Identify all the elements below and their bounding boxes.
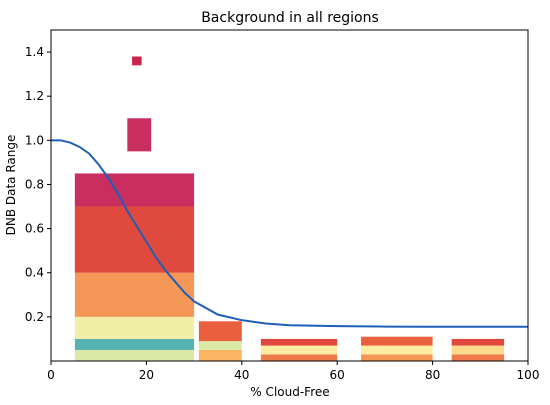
- y-tick-label: 1.2: [25, 89, 44, 103]
- y-tick-label: 1.4: [25, 45, 44, 59]
- y-tick-label: 1.0: [25, 133, 44, 147]
- heatmap-cell: [361, 345, 433, 355]
- heatmap-cell: [132, 56, 142, 66]
- heatmap-cell: [198, 341, 242, 350]
- heatmap-cell: [74, 338, 195, 350]
- heatmap-cell: [260, 338, 338, 346]
- heatmap-cell: [260, 354, 338, 361]
- y-tick-label: 0.4: [25, 266, 44, 280]
- heatmap-cell: [74, 316, 195, 339]
- y-tick-label: 0.6: [25, 222, 44, 236]
- x-tick-label: 60: [330, 368, 345, 382]
- y-axis-label: DNB Data Range: [4, 135, 18, 236]
- heatmap-cell: [361, 354, 433, 361]
- plot-frame: [50, 29, 529, 362]
- heatmap-cell: [127, 118, 152, 152]
- x-tick-label: 0: [47, 368, 55, 382]
- series-line: [51, 139, 528, 328]
- x-tick-label: 80: [425, 368, 440, 382]
- heatmap-cell: [74, 349, 195, 361]
- x-axis-ticks: 0 20 40 60 80 100: [47, 361, 539, 382]
- heatmap-cell: [198, 349, 242, 361]
- heatmap-cell: [198, 321, 242, 342]
- heatmap-cell: [451, 345, 505, 355]
- heatmap-cell: [451, 338, 505, 346]
- heatmap-cell: [74, 206, 195, 273]
- line-layer: [51, 139, 528, 328]
- y-axis-ticks: 0.2 0.4 0.6 0.8 1.0 1.2 1.4: [25, 45, 51, 324]
- y-tick-label: 0.8: [25, 177, 44, 191]
- heatmap-cell: [361, 336, 433, 346]
- x-axis-label: % Cloud-Free: [250, 385, 329, 399]
- heatmap-cell: [74, 272, 195, 317]
- x-tick-label: 20: [139, 368, 154, 382]
- heatmap-cell: [74, 173, 195, 207]
- x-tick-label: 100: [517, 368, 540, 382]
- heatmap-cell: [451, 354, 505, 361]
- x-tick-label: 40: [234, 368, 249, 382]
- heatmap-cell: [260, 345, 338, 355]
- chart-title: Background in all regions: [201, 10, 379, 26]
- heatmap-layer: [74, 56, 505, 361]
- y-tick-label: 0.2: [25, 310, 44, 324]
